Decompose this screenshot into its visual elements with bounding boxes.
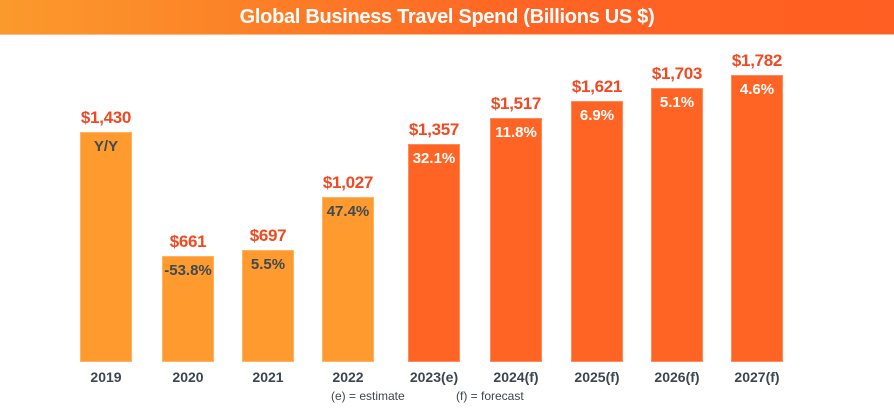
bar-value-label: $1,621 bbox=[571, 77, 623, 96]
chart-title-banner: Global Business Travel Spend (Billions U… bbox=[0, 0, 894, 35]
bar-value-label: $1,703 bbox=[651, 64, 703, 83]
yoy-change-label: 47.4% bbox=[326, 203, 370, 220]
yoy-change-label: 6.9% bbox=[579, 107, 615, 124]
bar-2019: Y/Y bbox=[80, 132, 132, 362]
yoy-change-label: 32.1% bbox=[412, 150, 456, 167]
bar-value-label: $661 bbox=[169, 232, 207, 251]
x-axis-category-label: 2019 bbox=[90, 369, 122, 385]
bar-value-label: $697 bbox=[249, 226, 287, 245]
x-axis-category-label: 2024(f) bbox=[493, 369, 539, 385]
bar-value-label: $1,430 bbox=[80, 108, 132, 127]
x-axis-category-label: 2020 bbox=[172, 369, 204, 385]
yoy-change-label: 5.5% bbox=[250, 256, 286, 273]
bar-value-label: $1,027 bbox=[322, 173, 374, 192]
yoy-change-label: 5.1% bbox=[659, 94, 695, 111]
yoy-change-label: 4.6% bbox=[739, 81, 775, 98]
x-axis-category-label: 2022 bbox=[332, 369, 364, 385]
bar-value-label: $1,517 bbox=[490, 94, 542, 113]
bar-2025f: 6.9% bbox=[571, 101, 623, 362]
bar-2022: 47.4% bbox=[322, 197, 374, 362]
bar-2026f: 5.1% bbox=[651, 88, 703, 362]
x-axis-category-label: 2025(f) bbox=[574, 369, 620, 385]
bar-2021: 5.5% bbox=[242, 250, 294, 362]
x-axis-category-label: 2026(f) bbox=[654, 369, 700, 385]
bar-2023e: 32.1% bbox=[408, 144, 460, 362]
chart-title: Global Business Travel Spend (Billions U… bbox=[239, 5, 655, 28]
bar-value-label: $1,357 bbox=[408, 120, 460, 139]
yoy-change-label: -53.8% bbox=[164, 262, 212, 279]
yoy-change-label: Y/Y bbox=[93, 138, 119, 155]
bar-value-label: $1,782 bbox=[731, 51, 783, 70]
x-axis-category-label: 2023(e) bbox=[409, 369, 459, 385]
bar-2020: -53.8% bbox=[162, 256, 214, 362]
yoy-change-label: 11.8% bbox=[495, 124, 537, 141]
x-axis-category-label: 2021 bbox=[252, 369, 284, 385]
forecast-note: (f) = forecast bbox=[456, 389, 524, 403]
bar-2024f: 11.8% bbox=[490, 118, 542, 362]
x-axis-category-label: 2027(f) bbox=[734, 369, 780, 385]
bar-2027f: 4.6% bbox=[731, 75, 783, 362]
estimate-note: (e) = estimate bbox=[331, 389, 405, 403]
